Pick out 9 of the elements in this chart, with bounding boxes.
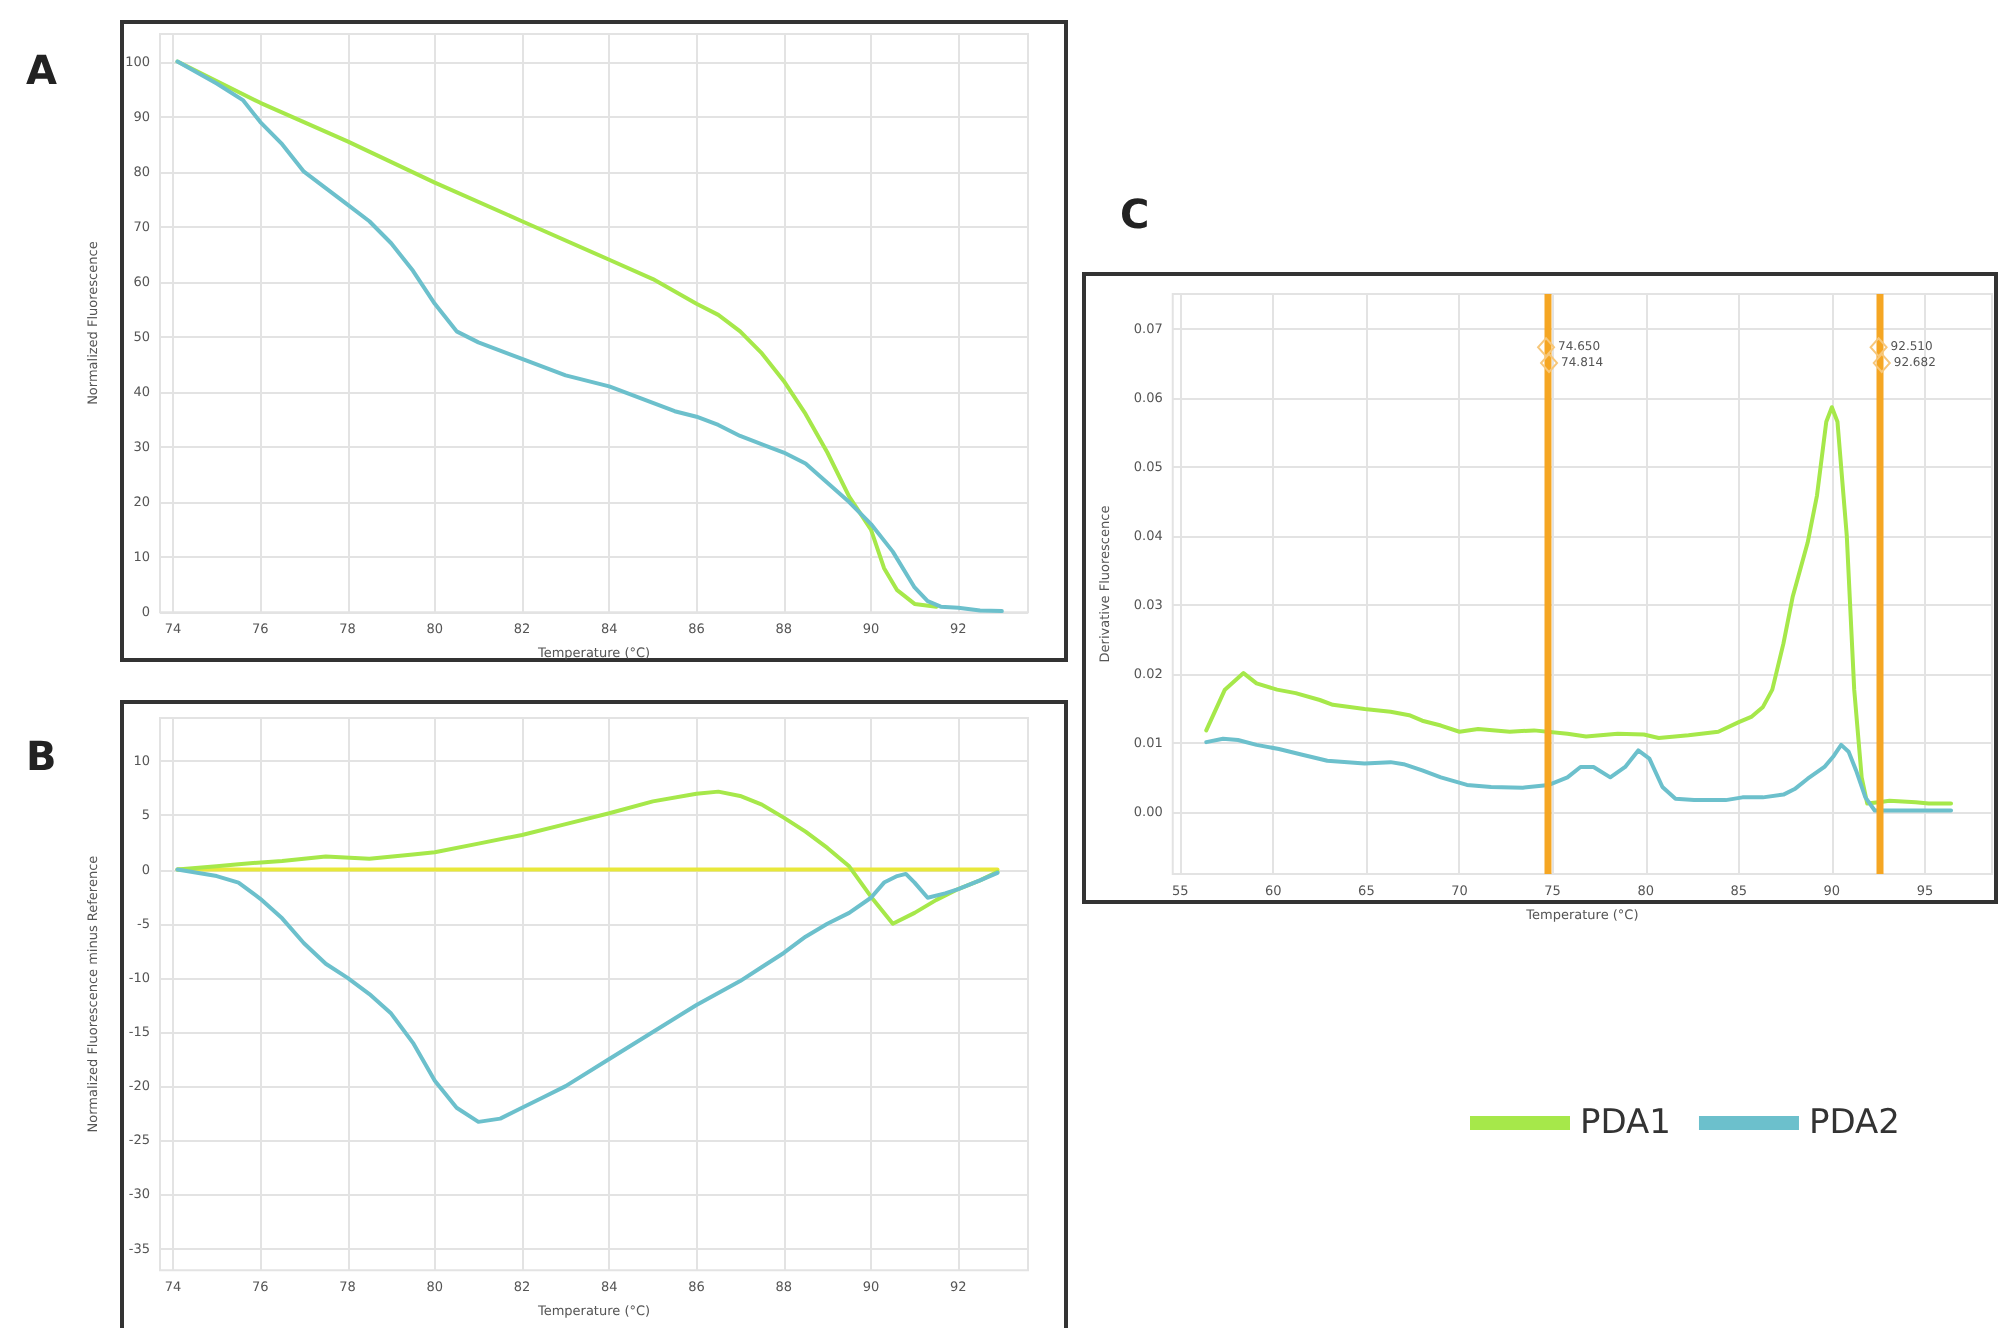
line-series [175,867,1000,1124]
line-series [1204,736,1954,813]
chart-title: C [1120,190,1150,238]
legend-label: PDA2 [1808,1103,1900,1143]
chart-title: A [26,46,58,94]
chart-title: B [26,732,57,780]
line-series [1204,405,1954,806]
line-series [175,789,1000,926]
legend-label: PDA1 [1580,1103,1671,1143]
